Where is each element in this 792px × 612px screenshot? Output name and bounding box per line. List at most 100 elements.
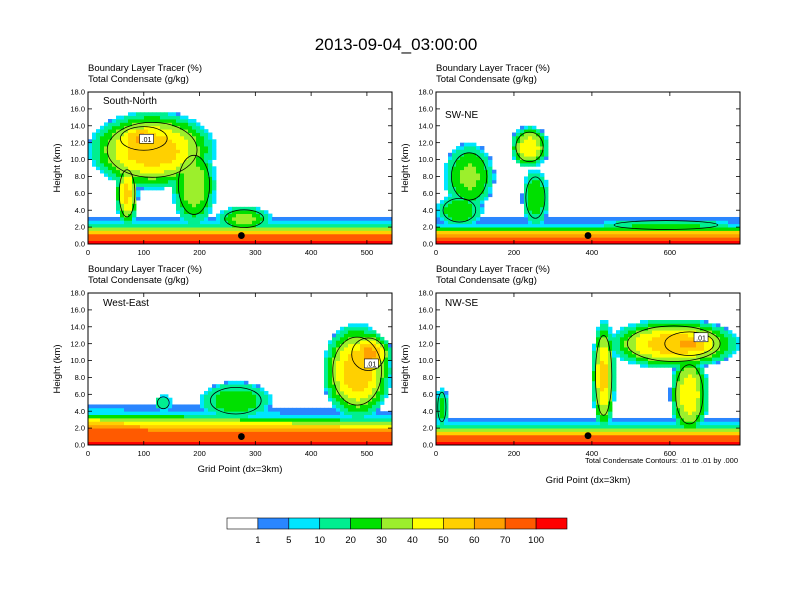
heatmap-cell — [184, 125, 189, 130]
heatmap-cell — [380, 390, 385, 395]
x-tick-label: 100 — [138, 449, 151, 458]
heatmap-cell — [696, 227, 701, 231]
heatmap-cell — [140, 434, 145, 439]
heatmap-cell — [656, 347, 661, 351]
heatmap-cell — [124, 135, 129, 140]
heatmap-cell — [196, 149, 201, 154]
heatmap-cell — [652, 431, 657, 436]
heatmap-cell — [332, 220, 337, 225]
heatmap-cell — [384, 230, 389, 235]
heatmap-cell — [456, 233, 461, 238]
heatmap-cell — [472, 441, 477, 446]
heatmap-cell — [608, 326, 613, 331]
heatmap-cell — [252, 441, 257, 446]
heatmap-cell — [684, 424, 689, 429]
heatmap-cell — [720, 237, 725, 242]
heatmap-cell — [376, 397, 381, 402]
heatmap-cell — [144, 162, 149, 167]
heatmap-cell — [452, 240, 457, 245]
heatmap-cell — [692, 390, 697, 395]
heatmap-cell — [236, 384, 241, 388]
heatmap-cell — [576, 240, 581, 245]
heatmap-cell — [724, 216, 729, 221]
heatmap-cell — [356, 233, 361, 238]
heatmap-cell — [220, 438, 225, 443]
heatmap-cell — [128, 237, 133, 242]
heatmap-cell — [176, 129, 181, 133]
heatmap-cell — [196, 176, 201, 181]
heatmap-cell — [540, 240, 545, 245]
heatmap-cell — [672, 374, 677, 378]
heatmap-cell — [640, 320, 645, 324]
heatmap-cell — [116, 135, 121, 140]
heatmap-cell — [480, 162, 485, 167]
heatmap-cell — [368, 233, 373, 238]
heatmap-cell — [672, 401, 677, 405]
heatmap-cell — [660, 360, 665, 365]
heatmap-cell — [640, 230, 645, 235]
heatmap-cell — [376, 336, 381, 341]
heatmap-cell — [388, 357, 393, 361]
heatmap-cell — [192, 233, 197, 238]
heatmap-cell — [324, 237, 329, 242]
heatmap-cell — [188, 152, 193, 157]
heatmap-cell — [304, 434, 309, 439]
heatmap-cell — [536, 227, 541, 231]
heatmap-cell — [632, 326, 637, 331]
heatmap-cell — [204, 438, 209, 443]
heatmap-cell — [736, 216, 741, 221]
heatmap-cell — [132, 230, 137, 235]
heatmap-cell — [472, 240, 477, 245]
heatmap-cell — [352, 374, 357, 378]
heatmap-cell — [536, 169, 541, 174]
heatmap-cell — [684, 387, 689, 392]
heatmap-cell — [236, 397, 241, 402]
heatmap-cell — [352, 367, 357, 372]
heatmap-cell — [136, 196, 141, 201]
heatmap-cell — [364, 353, 369, 358]
heatmap-cell — [656, 330, 661, 334]
heatmap-cell — [232, 394, 237, 399]
heatmap-cell — [372, 384, 377, 388]
heatmap-cell — [260, 411, 265, 415]
heatmap-cell — [360, 333, 365, 338]
heatmap-cell — [732, 223, 737, 228]
heatmap-cell — [448, 237, 453, 242]
heatmap-cell — [672, 404, 677, 409]
heatmap-cell — [680, 340, 685, 345]
heatmap-cell — [228, 404, 233, 409]
heatmap-cell — [120, 115, 125, 120]
heatmap-cell — [100, 441, 105, 446]
heatmap-cell — [200, 196, 205, 201]
heatmap-cell — [88, 149, 93, 154]
heatmap-cell — [680, 216, 685, 221]
heatmap-cell — [384, 220, 389, 225]
heatmap-cell — [640, 347, 645, 351]
heatmap-cell — [672, 370, 677, 375]
heatmap-cell — [88, 230, 93, 235]
heatmap-cell — [460, 176, 465, 181]
heatmap-cell — [204, 428, 209, 432]
heatmap-cell — [520, 139, 525, 144]
heatmap-cell — [440, 438, 445, 443]
heatmap-cell — [324, 367, 329, 372]
heatmap-cell — [368, 417, 373, 422]
heatmap-cell — [496, 424, 501, 429]
heatmap-cell — [132, 115, 137, 120]
heatmap-cell — [540, 156, 545, 160]
heatmap-cell — [520, 227, 525, 231]
heatmap-cell — [92, 411, 97, 415]
heatmap-cell — [336, 230, 341, 235]
heatmap-cell — [352, 397, 357, 402]
heatmap-cell — [180, 216, 185, 221]
heatmap-cell — [144, 169, 149, 174]
heatmap-cell — [552, 220, 557, 225]
heatmap-cell — [264, 414, 269, 419]
heatmap-cell — [252, 210, 257, 214]
heatmap-cell — [272, 216, 277, 221]
heatmap-cell — [332, 233, 337, 238]
heatmap-cell — [476, 149, 481, 154]
heatmap-cell — [172, 193, 177, 198]
heatmap-cell — [228, 421, 233, 426]
heatmap-cell — [208, 411, 213, 415]
